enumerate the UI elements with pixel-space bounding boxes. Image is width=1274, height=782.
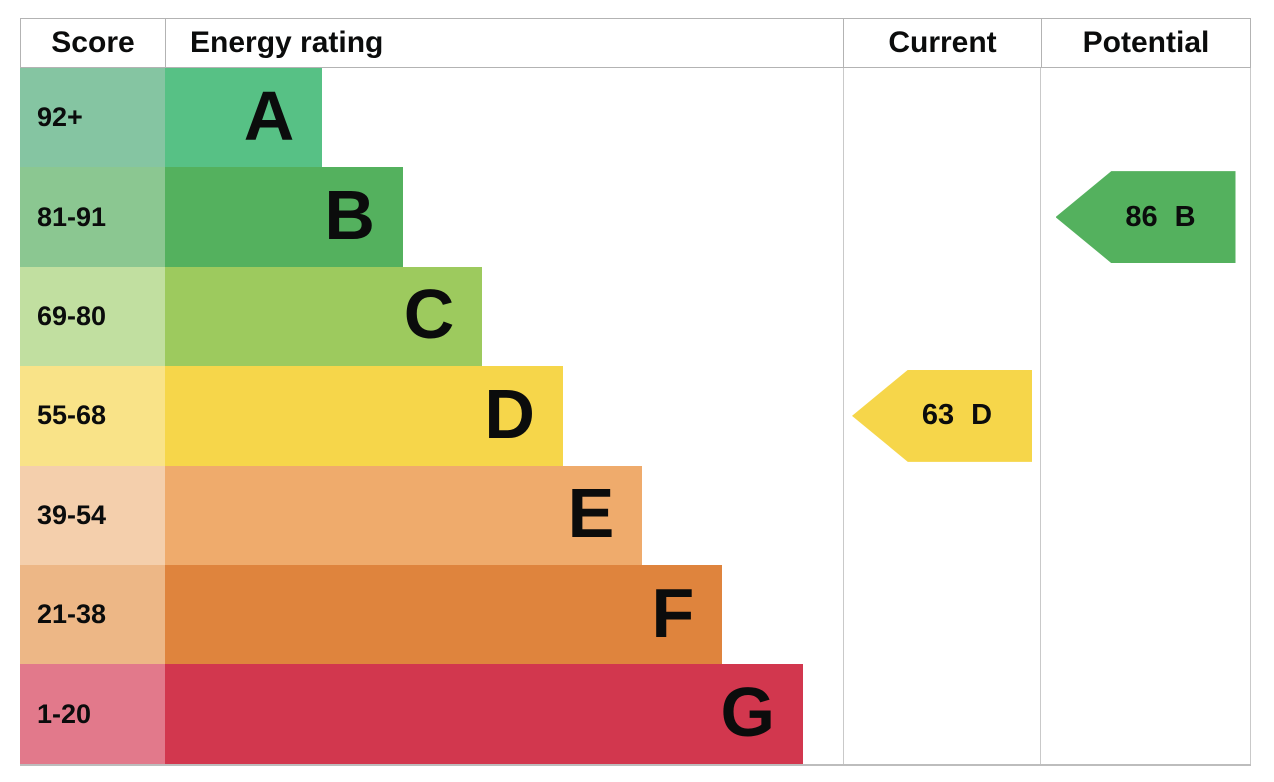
band-track-c: C bbox=[165, 266, 843, 367]
band-row-d: 55-68 D 63 D bbox=[20, 366, 1251, 466]
potential-cell-f bbox=[1041, 564, 1251, 665]
current-band-letter: D bbox=[971, 399, 993, 432]
band-score-g: 1-20 bbox=[20, 664, 165, 764]
band-letter-d: D bbox=[484, 374, 535, 453]
current-value: 63 bbox=[921, 399, 955, 432]
band-letter-e: E bbox=[567, 474, 615, 553]
band-score-d: 55-68 bbox=[20, 366, 165, 466]
potential-cell-e bbox=[1041, 465, 1251, 565]
current-cell-e bbox=[843, 465, 1041, 565]
band-bar-e: E bbox=[165, 465, 643, 565]
band-score-b: 81-91 bbox=[20, 167, 165, 267]
potential-cell-g bbox=[1041, 664, 1251, 764]
band-track-e: E bbox=[165, 465, 843, 565]
current-cell-a bbox=[843, 68, 1041, 168]
chart-header-row: Score Energy rating Current Potential bbox=[20, 18, 1251, 68]
band-track-g: G bbox=[165, 664, 843, 764]
potential-cell-a bbox=[1041, 68, 1251, 168]
band-row-a: 92+ A bbox=[20, 68, 1251, 168]
current-cell-b bbox=[843, 167, 1041, 267]
band-score-e: 39-54 bbox=[20, 465, 165, 565]
band-score-a: 92+ bbox=[20, 68, 165, 168]
potential-rating-arrow: 86 B bbox=[1055, 171, 1236, 264]
potential-cell-d bbox=[1041, 366, 1251, 466]
band-score-f: 21-38 bbox=[20, 564, 165, 665]
band-track-a: A bbox=[165, 68, 843, 168]
current-rating-arrow: 63 D bbox=[852, 369, 1032, 462]
current-cell-g bbox=[843, 664, 1041, 764]
potential-value: 86 bbox=[1125, 200, 1158, 233]
band-row-c: 69-80 C bbox=[20, 266, 1251, 367]
band-score-c: 69-80 bbox=[20, 266, 165, 367]
band-row-e: 39-54 E bbox=[20, 465, 1251, 565]
header-current: Current bbox=[843, 19, 1041, 67]
chart-body: 92+ A 81-91 B bbox=[20, 68, 1251, 766]
current-cell-c bbox=[843, 266, 1041, 367]
header-potential: Potential bbox=[1041, 19, 1251, 67]
band-row-f: 21-38 F bbox=[20, 564, 1251, 665]
potential-cell-b: 86 B bbox=[1041, 167, 1251, 267]
band-letter-a: A bbox=[243, 76, 295, 155]
band-row-b: 81-91 B 86 B bbox=[20, 167, 1251, 267]
band-bar-a: A bbox=[165, 68, 323, 168]
band-bar-g: G bbox=[165, 664, 803, 764]
band-letter-f: F bbox=[651, 573, 695, 652]
band-letter-b: B bbox=[324, 176, 375, 255]
band-bar-b: B bbox=[165, 167, 403, 267]
band-track-f: F bbox=[165, 564, 843, 665]
potential-cell-c bbox=[1041, 266, 1251, 367]
band-row-g: 1-20 G bbox=[20, 664, 1251, 764]
current-cell-d: 63 D bbox=[843, 366, 1041, 466]
epc-chart: Score Energy rating Current Potential 92… bbox=[20, 18, 1251, 766]
potential-band-letter: B bbox=[1174, 200, 1196, 233]
header-score: Score bbox=[20, 19, 165, 67]
band-track-d: D bbox=[165, 366, 843, 466]
band-letter-g: G bbox=[720, 673, 775, 752]
band-track-b: B bbox=[165, 167, 843, 267]
current-cell-f bbox=[843, 564, 1041, 665]
header-energy-rating: Energy rating bbox=[165, 19, 843, 67]
band-bar-c: C bbox=[165, 266, 483, 367]
band-bar-f: F bbox=[165, 564, 723, 665]
band-letter-c: C bbox=[403, 275, 455, 354]
band-bar-d: D bbox=[165, 366, 563, 466]
